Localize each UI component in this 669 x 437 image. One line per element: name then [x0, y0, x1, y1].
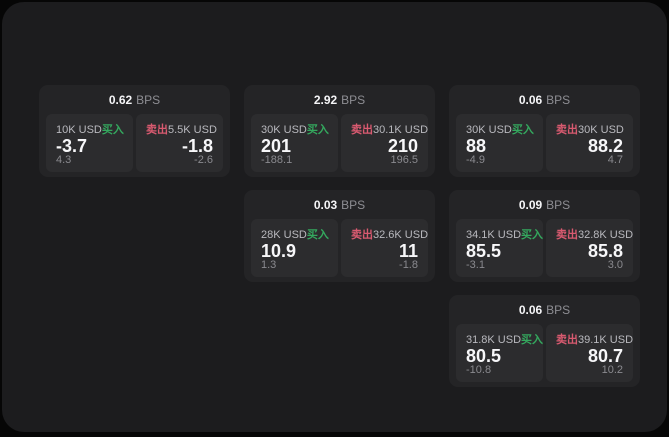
buy-amount: 28K USD: [261, 229, 307, 241]
buy-sub-value: 4.3: [56, 154, 72, 166]
sell-sub-value: 10.2: [601, 364, 623, 376]
bps-header: 0.62 BPS: [39, 85, 230, 114]
sell-price: 88.2: [587, 136, 623, 156]
bps-value: 0.06: [518, 302, 543, 317]
sell-tile[interactable]: 卖出 5.5K USD -1.8 -2.6: [136, 114, 223, 172]
sell-tile[interactable]: 卖出 39.1K USD 80.7 10.2: [546, 324, 633, 382]
sell-amount: 32.6K USD: [373, 229, 429, 241]
buy-price: 201: [261, 136, 292, 156]
buy-amount: 30K USD: [261, 124, 307, 136]
bps-unit: BPS: [546, 197, 571, 212]
quote-card-body: 30K USD 买入 88 -4.9 卖出 30K USD 88.2 4.7: [449, 114, 640, 177]
sell-tile[interactable]: 卖出 32.8K USD 85.8 3.0: [546, 219, 633, 277]
buy-amount: 31.8K USD: [466, 334, 522, 346]
buy-price: 85.5: [466, 241, 502, 261]
buy-price: 80.5: [466, 346, 502, 366]
buy-sub-value: -10.8: [466, 364, 492, 376]
buy-price: -3.7: [56, 136, 88, 156]
sell-price: 11: [398, 241, 418, 261]
buy-amount: 10K USD: [56, 124, 102, 136]
sell-price: 80.7: [587, 346, 623, 366]
sell-price: 85.8: [587, 241, 623, 261]
quote-card: 2.92 BPS 30K USD 买入 201 -188.1 卖出: [244, 85, 435, 177]
buy-sub-value: 1.3: [261, 259, 277, 271]
bps-unit: BPS: [546, 302, 571, 317]
bps-header: 0.03 BPS: [244, 190, 435, 219]
sell-sub-value: -2.6: [194, 154, 213, 166]
buy-sub-value: -188.1: [261, 154, 293, 166]
quote-card: 0.06 BPS 30K USD 买入 88 -4.9 卖出: [449, 85, 640, 177]
bps-header: 2.92 BPS: [244, 85, 435, 114]
bps-unit: BPS: [341, 92, 366, 107]
quote-card: 0.06 BPS 31.8K USD 买入 80.5 -10.8 卖: [449, 295, 640, 387]
sell-sub-value: 196.5: [390, 154, 418, 166]
quote-card-body: 34.1K USD 买入 85.5 -3.1 卖出 32.8K USD 85.8…: [449, 219, 640, 282]
sell-sub-value: 4.7: [607, 154, 623, 166]
bps-value: 2.92: [313, 92, 338, 107]
sell-amount: 30.1K USD: [373, 124, 429, 136]
sell-sub-value: -1.8: [399, 259, 418, 271]
buy-tile[interactable]: 10K USD 买入 -3.7 4.3: [46, 114, 133, 172]
buy-label: 买入: [521, 334, 544, 346]
bps-header: 0.09 BPS: [449, 190, 640, 219]
bps-header: 0.06 BPS: [449, 295, 640, 324]
buy-label: 买入: [306, 124, 329, 136]
buy-label: 买入: [101, 124, 124, 136]
bps-unit: BPS: [341, 197, 366, 212]
quote-card-body: 10K USD 买入 -3.7 4.3 卖出 5.5K USD -1.8 -2.…: [39, 114, 230, 177]
sell-tile[interactable]: 卖出 32.6K USD 11 -1.8: [341, 219, 428, 277]
buy-tile[interactable]: 28K USD 买入 10.9 1.3: [251, 219, 338, 277]
bps-value: 0.03: [313, 197, 338, 212]
buy-price: 88: [466, 136, 487, 156]
buy-label: 买入: [511, 124, 534, 136]
buy-tile[interactable]: 30K USD 买入 88 -4.9: [456, 114, 543, 172]
sell-price: 210: [387, 136, 418, 156]
sell-amount: 5.5K USD: [168, 124, 217, 136]
sell-amount: 30K USD: [578, 124, 624, 136]
buy-amount: 30K USD: [466, 124, 512, 136]
bps-value: 0.62: [108, 92, 133, 107]
quote-card: 0.62 BPS 10K USD 买入 -3.7 4.3 卖出: [39, 85, 230, 177]
sell-label: 卖出: [146, 124, 168, 136]
bps-unit: BPS: [546, 92, 571, 107]
buy-tile[interactable]: 34.1K USD 买入 85.5 -3.1: [456, 219, 543, 277]
sell-label: 卖出: [351, 229, 373, 241]
sell-sub-value: 3.0: [607, 259, 623, 271]
quote-card: 0.09 BPS 34.1K USD 买入 85.5 -3.1 卖出: [449, 190, 640, 282]
quote-card-body: 28K USD 买入 10.9 1.3 卖出 32.6K USD 11 -1.8: [244, 219, 435, 282]
bps-value: 0.09: [518, 197, 543, 212]
bps-header: 0.06 BPS: [449, 85, 640, 114]
sell-price: -1.8: [181, 136, 213, 156]
buy-label: 买入: [306, 229, 329, 241]
buy-tile[interactable]: 31.8K USD 买入 80.5 -10.8: [456, 324, 543, 382]
main-panel: 0.62 BPS 10K USD 买入 -3.7 4.3 卖出: [2, 2, 667, 432]
buy-tile[interactable]: 30K USD 买入 201 -188.1: [251, 114, 338, 172]
bps-unit: BPS: [136, 92, 161, 107]
bps-value: 0.06: [518, 92, 543, 107]
buy-amount: 34.1K USD: [466, 229, 522, 241]
sell-label: 卖出: [556, 334, 578, 346]
sell-amount: 39.1K USD: [578, 334, 634, 346]
sell-tile[interactable]: 卖出 30.1K USD 210 196.5: [341, 114, 428, 172]
sell-label: 卖出: [556, 229, 578, 241]
quote-card: 0.03 BPS 28K USD 买入 10.9 1.3 卖出: [244, 190, 435, 282]
buy-sub-value: -3.1: [466, 259, 485, 271]
sell-tile[interactable]: 卖出 30K USD 88.2 4.7: [546, 114, 633, 172]
sell-label: 卖出: [556, 124, 578, 136]
buy-label: 买入: [521, 229, 544, 241]
buy-price: 10.9: [261, 241, 297, 261]
quote-card-body: 31.8K USD 买入 80.5 -10.8 卖出 39.1K USD 80.…: [449, 324, 640, 387]
quote-card-body: 30K USD 买入 201 -188.1 卖出 30.1K USD 210 1…: [244, 114, 435, 177]
buy-sub-value: -4.9: [466, 154, 485, 166]
sell-amount: 32.8K USD: [578, 229, 634, 241]
quote-card-grid: 0.62 BPS 10K USD 买入 -3.7 4.3 卖出: [39, 85, 640, 387]
sell-label: 卖出: [351, 124, 373, 136]
